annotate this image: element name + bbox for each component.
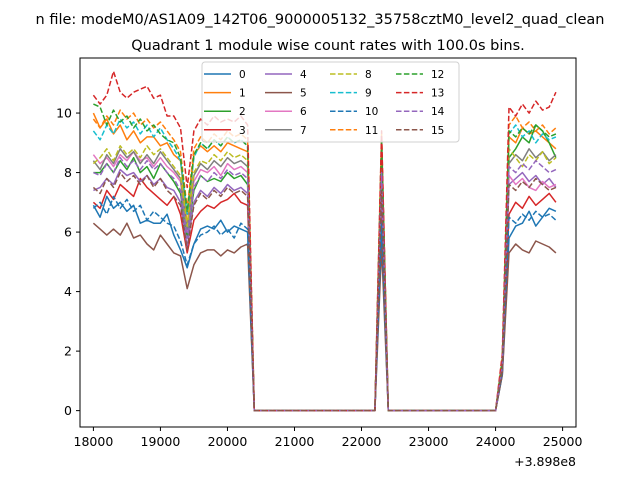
- legend-label-13: 13: [431, 88, 444, 100]
- axes-frame: [79, 57, 577, 428]
- series-line-12: [93, 103, 557, 412]
- legend-label-4: 4: [300, 69, 307, 81]
- legend-label-14: 14: [431, 106, 445, 118]
- figure-suptitle: n file: modeM0/AS1A09_142T06_9000005132_…: [36, 12, 605, 28]
- series-line-1: [92, 112, 557, 412]
- series-line-14: [93, 156, 557, 412]
- x-axis: 18000 19000 20000 21000 22000 23000 24000 25000: [74, 427, 583, 449]
- series-line-5: [92, 222, 557, 412]
- y-tick-label: 8: [64, 165, 72, 180]
- x-tick-label: 23000: [409, 434, 449, 449]
- x-tick-label: 21000: [275, 434, 315, 449]
- y-axis: 0 2 4 6 8 10: [56, 106, 80, 418]
- series-line-7: [92, 148, 557, 412]
- y-tick-label: 0: [64, 403, 72, 418]
- chart-title: Quadrant 1 module wise count rates with …: [131, 38, 525, 54]
- series-line-9: [92, 118, 557, 412]
- legend-label-15: 15: [431, 125, 444, 137]
- series-line-3: [92, 177, 557, 412]
- x-tick-label: 25000: [543, 434, 583, 449]
- legend-label-8: 8: [365, 69, 372, 81]
- x-tick-label: 20000: [208, 434, 248, 449]
- legend-label-1: 1: [239, 88, 246, 100]
- legend-label-0: 0: [239, 69, 246, 81]
- y-tick-label: 2: [64, 344, 72, 359]
- y-tick-label: 4: [64, 284, 72, 299]
- series-line-15: [92, 171, 557, 412]
- series-line-0: [92, 195, 557, 412]
- x-tick-label: 24000: [476, 434, 516, 449]
- legend-label-11: 11: [365, 125, 378, 137]
- legend-label-12: 12: [431, 69, 444, 81]
- legend-label-6: 6: [300, 106, 307, 118]
- series-line-8: [92, 145, 557, 412]
- legend-label-5: 5: [300, 88, 307, 100]
- legend-label-10: 10: [365, 106, 378, 118]
- legend-label-2: 2: [239, 106, 246, 118]
- series-line-4: [93, 168, 557, 412]
- x-tick-label: 19000: [141, 434, 181, 449]
- x-tick-label: 18000: [74, 434, 114, 449]
- legend-frame: [201, 61, 460, 143]
- legend-label-3: 3: [239, 125, 246, 137]
- y-tick-label: 6: [64, 225, 72, 240]
- plot-lines: [92, 70, 557, 412]
- y-tick-label: 10: [56, 106, 72, 121]
- series-line-6: [92, 150, 557, 412]
- x-offset-label: +3.898e8: [514, 454, 576, 469]
- x-tick-label: 22000: [342, 434, 382, 449]
- legend-label-7: 7: [300, 125, 307, 137]
- legend-label-9: 9: [365, 88, 372, 100]
- series-line-10: [92, 195, 557, 412]
